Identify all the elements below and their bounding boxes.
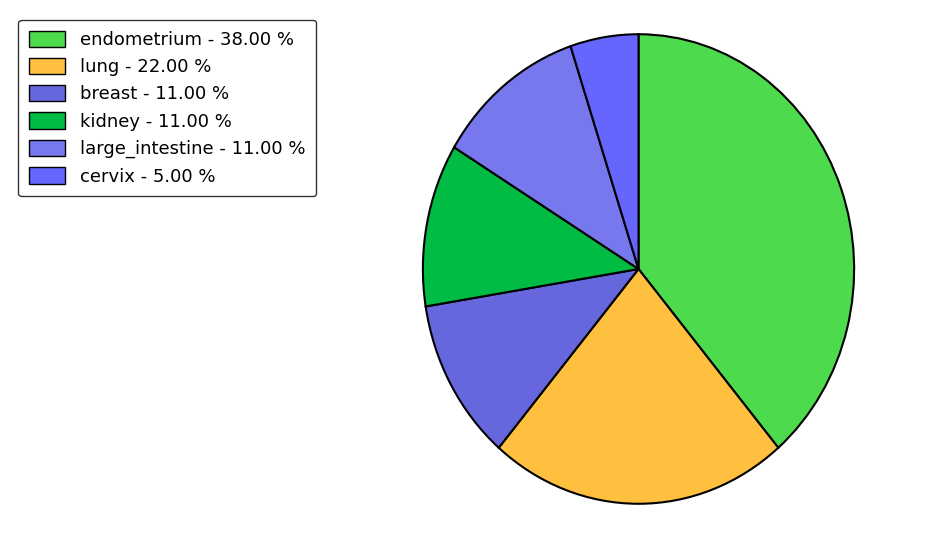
Wedge shape	[454, 46, 639, 269]
Wedge shape	[499, 269, 778, 504]
Wedge shape	[571, 34, 639, 269]
Wedge shape	[423, 147, 639, 307]
Wedge shape	[639, 34, 854, 448]
Legend: endometrium - 38.00 %, lung - 22.00 %, breast - 11.00 %, kidney - 11.00 %, large: endometrium - 38.00 %, lung - 22.00 %, b…	[19, 20, 316, 196]
Wedge shape	[425, 269, 639, 448]
